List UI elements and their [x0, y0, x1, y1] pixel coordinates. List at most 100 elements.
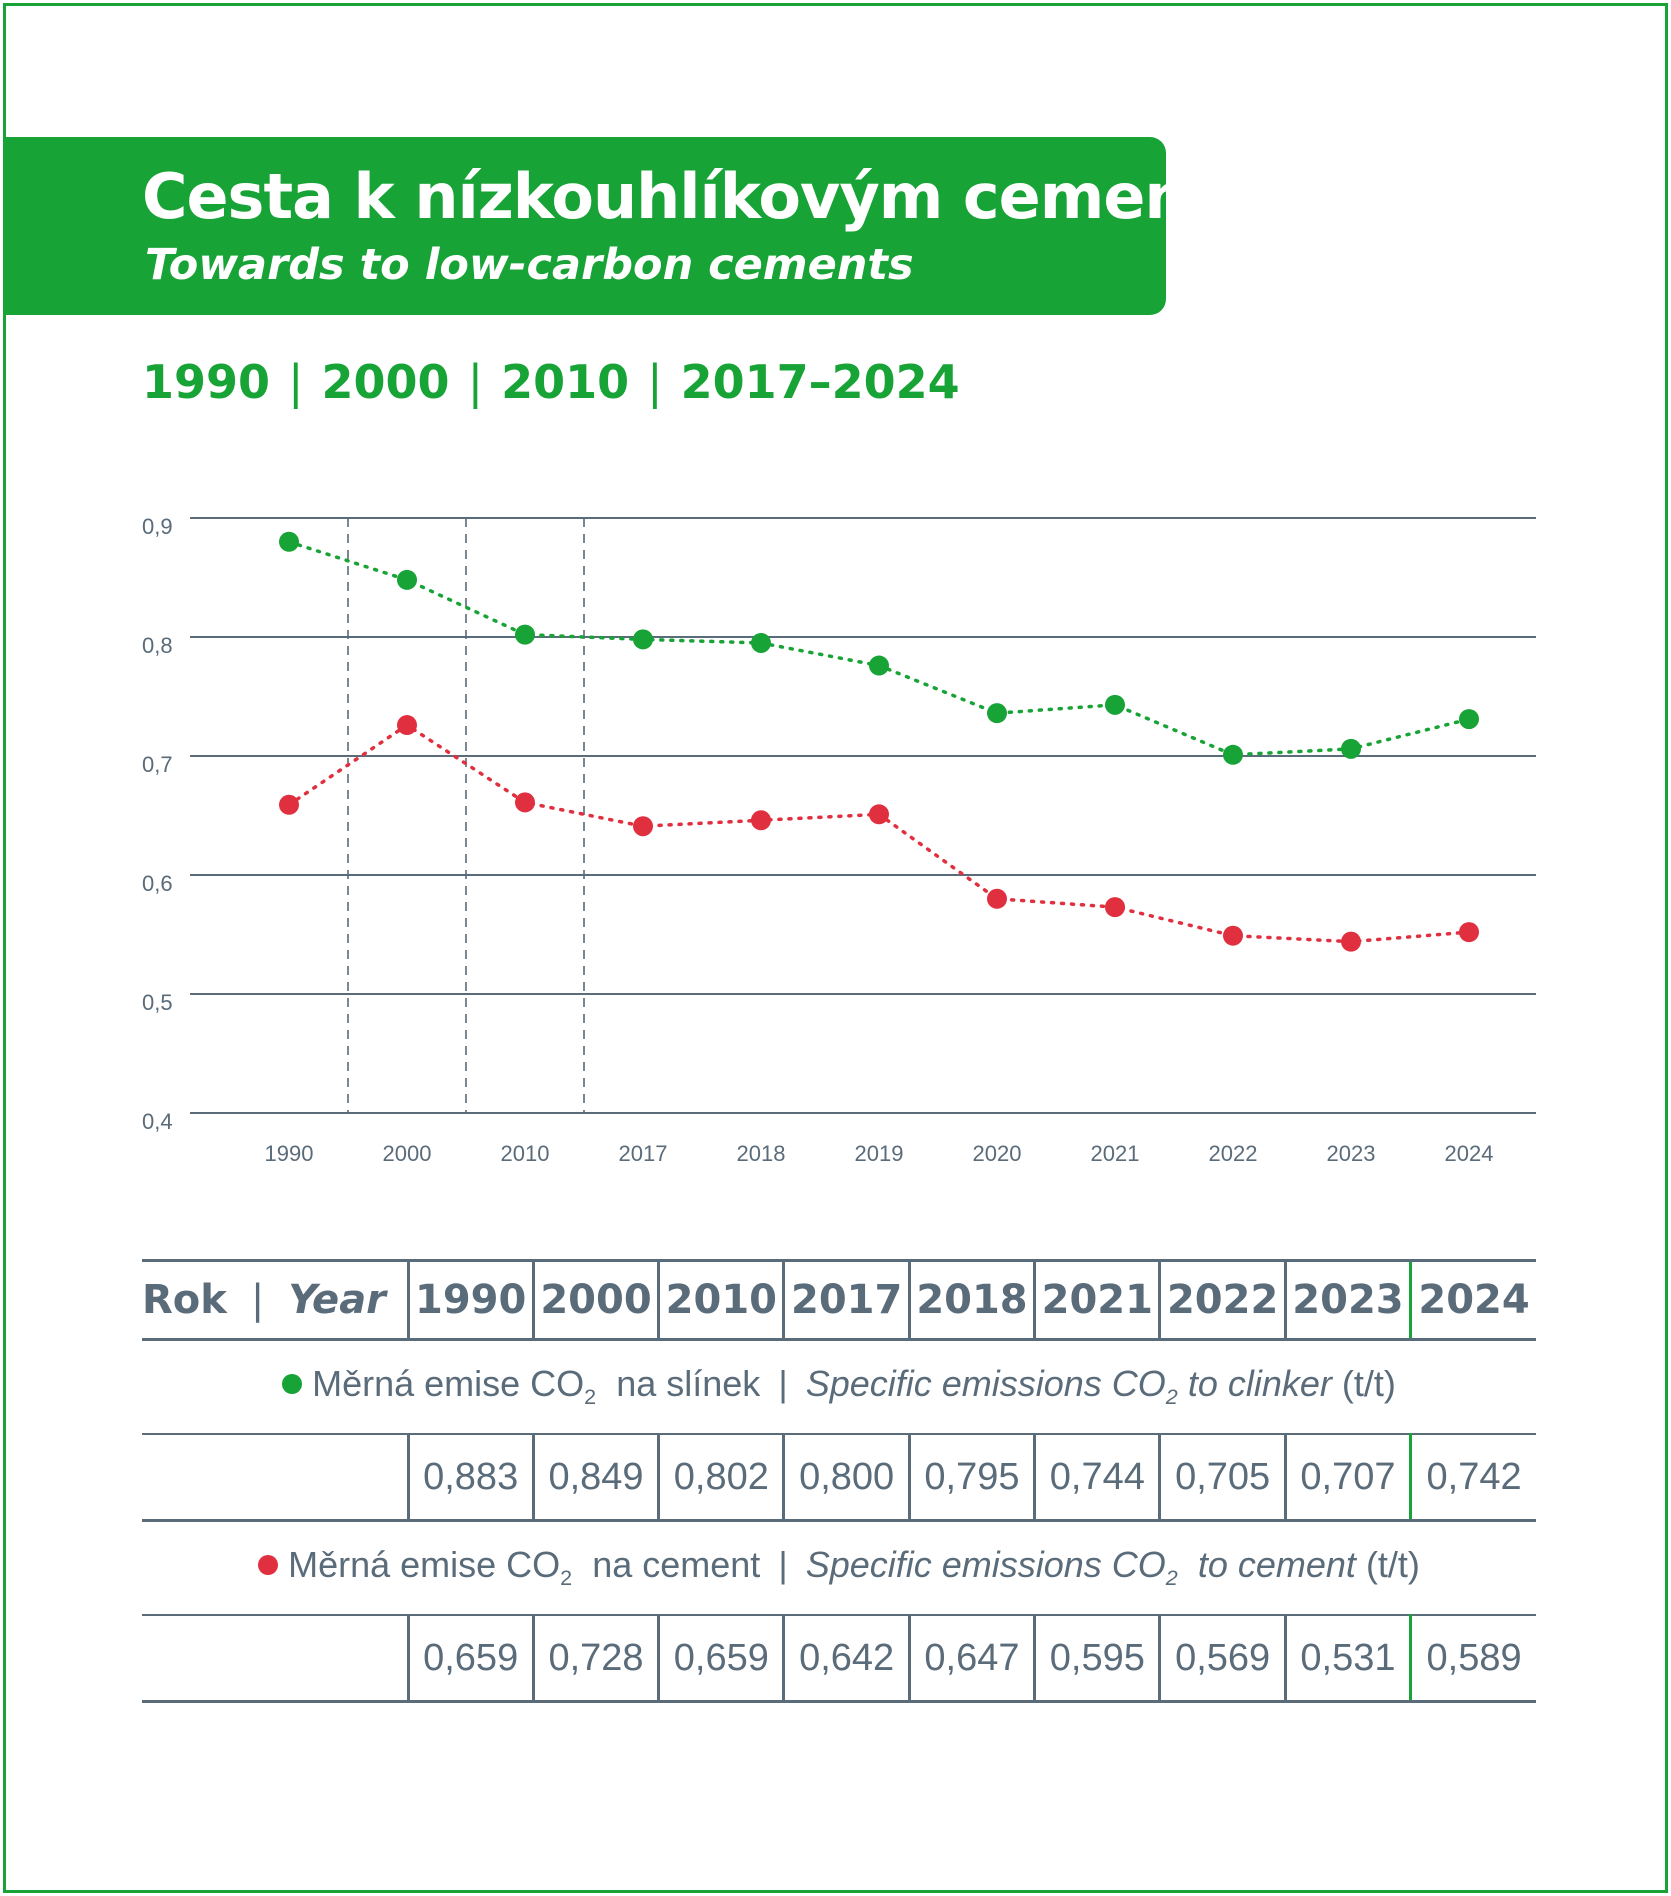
- cement-data-point: [987, 888, 1007, 909]
- value-cell: 0,744: [1033, 1434, 1160, 1522]
- cement-data-point: [633, 816, 653, 837]
- clinker-data-point: [279, 531, 299, 552]
- clinker-label-cz-2: na slínek: [616, 1363, 761, 1405]
- cement-data-point: [1341, 931, 1361, 952]
- x-tick-label: 2022: [1209, 1141, 1258, 1166]
- x-tick-label: 2000: [383, 1141, 432, 1166]
- unit-label: (t/t): [1365, 1544, 1420, 1586]
- cement-legend-dot: [258, 1555, 279, 1576]
- x-tick-label: 2024: [1445, 1141, 1494, 1166]
- cement-label-en: Specific emissions CO: [805, 1544, 1166, 1586]
- year-header-label: Rok | Year: [142, 1259, 408, 1341]
- year-cell: 2022: [1158, 1259, 1286, 1341]
- value-cell: 0,589: [1409, 1615, 1536, 1703]
- year-cell: 2010: [657, 1259, 784, 1341]
- title-banner: [6, 137, 1166, 315]
- year-cell: 2021: [1033, 1259, 1160, 1341]
- y-tick-label: 0,5: [142, 990, 173, 1015]
- period-2017-2024: 2017–2024: [680, 355, 960, 409]
- label-separator: |: [778, 1544, 788, 1586]
- period-separator: |: [647, 355, 663, 409]
- clinker-label-en-2: to clinker: [1187, 1363, 1332, 1405]
- value-cell: 0,742: [1409, 1434, 1536, 1522]
- cement-data-point: [515, 792, 535, 813]
- x-tick-label: 2020: [973, 1141, 1022, 1166]
- cement-data-point: [279, 794, 299, 815]
- x-tick-label: 2010: [501, 1141, 550, 1166]
- cement-label-row: Měrná emise CO2 na cement | Specific emi…: [142, 1520, 1536, 1616]
- page-frame: [3, 3, 1668, 1893]
- x-tick-label: 1990: [265, 1141, 314, 1166]
- emissions-line-chart: 0,4 0,5 0,6 0,7 0,8 0,9 1990 2000 2010 2017 2018 20…: [142, 514, 1536, 1166]
- x-tick-label: 2023: [1327, 1141, 1376, 1166]
- cement-data-point: [869, 804, 889, 825]
- value-cell: 0,647: [907, 1615, 1035, 1703]
- clinker-label-row: Měrná emise CO2 na slínek | Specific emi…: [142, 1339, 1536, 1435]
- label-separator: |: [250, 1277, 265, 1323]
- y-tick-label: 0,4: [142, 1109, 173, 1134]
- label-separator: |: [778, 1363, 788, 1405]
- clinker-label-cz: Měrná emise CO: [312, 1363, 585, 1405]
- x-tick-label: 2019: [855, 1141, 904, 1166]
- year-header-row: Rok | Year 1990 2000 2010 2017 2018 2021…: [142, 1259, 1536, 1341]
- value-cell: 0,707: [1283, 1434, 1411, 1522]
- clinker-data-point: [1105, 694, 1125, 715]
- value-cell: 0,595: [1033, 1615, 1160, 1703]
- subscript: 2: [560, 1565, 573, 1591]
- clinker-legend-dot: [282, 1374, 303, 1395]
- year-cell: 2023: [1283, 1259, 1411, 1341]
- value-cell: 0,883: [406, 1434, 534, 1522]
- value-cell: 0,531: [1283, 1615, 1411, 1703]
- value-cell: 0,802: [657, 1434, 784, 1522]
- value-cell: 0,849: [531, 1434, 659, 1522]
- clinker-data-point: [869, 655, 889, 676]
- clinker-data-point: [1341, 738, 1361, 759]
- cement-label-cz: Měrná emise CO: [288, 1544, 561, 1586]
- period-2000: 2000: [321, 355, 450, 409]
- subscript: 2: [1165, 1565, 1178, 1591]
- value-cell: 0,795: [907, 1434, 1035, 1522]
- clinker-data-point: [1459, 709, 1479, 730]
- value-cell: 0,659: [406, 1615, 534, 1703]
- clinker-values-row: 0,883 0,849 0,802 0,800 0,795 0,744 0,70…: [142, 1434, 1536, 1522]
- period-separator: |: [288, 355, 304, 409]
- year-cell: 2024: [1409, 1259, 1536, 1341]
- year-label-cz: Rok: [142, 1277, 227, 1323]
- clinker-data-point: [633, 629, 653, 650]
- y-tick-label: 0,9: [142, 514, 173, 539]
- value-cell: 0,642: [782, 1615, 910, 1703]
- value-cell: 0,728: [531, 1615, 659, 1703]
- page-title: Cesta k nízkouhlíkovým cementům: [142, 160, 1324, 233]
- value-cell: 0,569: [1158, 1615, 1286, 1703]
- cement-data-point: [1105, 897, 1125, 918]
- y-tick-label: 0,8: [142, 633, 173, 658]
- year-label-en: Year: [288, 1277, 386, 1323]
- period-list: 1990 | 2000 | 2010 | 2017–2024: [142, 355, 960, 409]
- value-cell: 0,659: [657, 1615, 784, 1703]
- emissions-table: Rok | Year 1990 2000 2010 2017 2018 2021…: [142, 1259, 1536, 1703]
- y-tick-label: 0,7: [142, 752, 173, 777]
- cement-data-point: [1459, 922, 1479, 943]
- clinker-data-point: [515, 624, 535, 645]
- clinker-series-label: Měrná emise CO2 na slínek | Specific emi…: [142, 1339, 1536, 1435]
- x-tick-label: 2018: [737, 1141, 786, 1166]
- empty-cell: [142, 1615, 408, 1703]
- x-tick-label: 2021: [1091, 1141, 1140, 1166]
- cement-values-row: 0,659 0,728 0,659 0,642 0,647 0,595 0,56…: [142, 1615, 1536, 1703]
- cement-data-point: [751, 810, 771, 831]
- page-subtitle: Towards to low-carbon cements: [145, 240, 914, 290]
- clinker-data-point: [751, 632, 771, 653]
- cement-label-en-2: to cement: [1197, 1544, 1356, 1586]
- cement-series-label: Měrná emise CO2 na cement | Specific emi…: [142, 1520, 1536, 1616]
- period-1990: 1990: [142, 355, 271, 409]
- year-cell: 1990: [406, 1259, 534, 1341]
- x-tick-label: 2017: [619, 1141, 668, 1166]
- unit-label: (t/t): [1341, 1363, 1396, 1405]
- empty-cell: [142, 1434, 408, 1522]
- year-cell: 2017: [782, 1259, 910, 1341]
- clinker-data-point: [987, 703, 1007, 724]
- cement-data-point: [397, 715, 417, 736]
- period-separator: |: [467, 355, 484, 409]
- clinker-data-point: [1223, 744, 1243, 765]
- year-cell: 2000: [531, 1259, 659, 1341]
